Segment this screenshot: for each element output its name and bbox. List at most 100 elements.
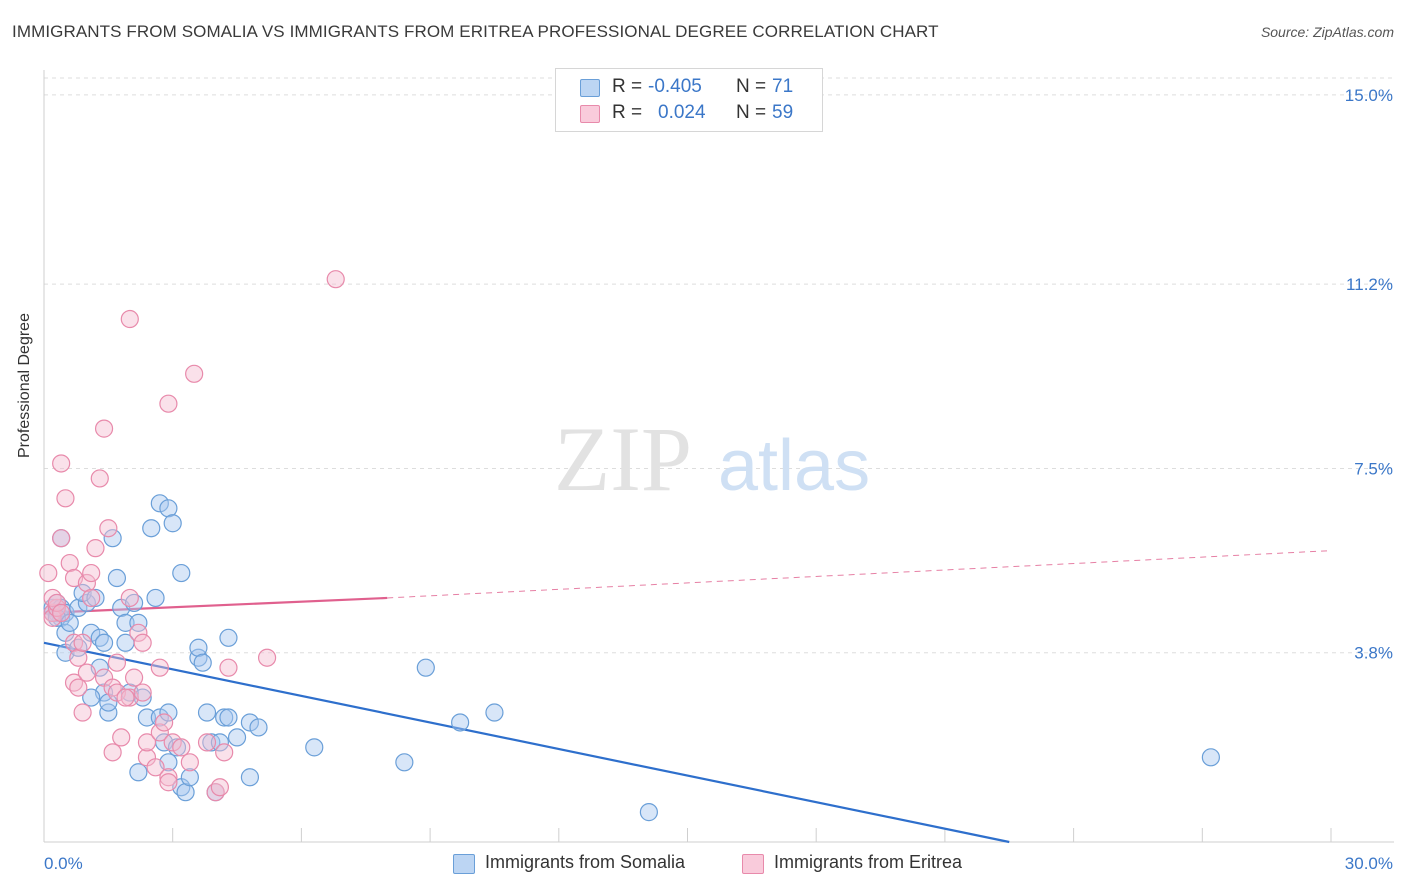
eritrea-point xyxy=(77,663,97,682)
somalia-r-label: R = xyxy=(612,76,643,97)
somalia-point xyxy=(197,703,217,722)
eritrea-point xyxy=(159,768,178,787)
eritrea-trend-extension xyxy=(387,550,1332,599)
legend-label-eritrea: Immigrants from Eritrea xyxy=(774,852,963,872)
eritrea-point xyxy=(159,394,178,413)
somalia-r-value: -0.405 xyxy=(648,76,702,97)
eritrea-point xyxy=(180,753,199,772)
eritrea-point xyxy=(73,633,92,652)
chart-legend: Immigrants from Somalia Immigrants from … xyxy=(0,852,1406,878)
somalia-point xyxy=(142,519,161,538)
eritrea-point xyxy=(99,519,118,538)
somalia-point xyxy=(227,728,247,747)
somalia-point xyxy=(219,628,238,647)
eritrea-point xyxy=(103,743,122,762)
somalia-point xyxy=(94,633,114,652)
eritrea-point xyxy=(129,623,148,642)
somalia-point xyxy=(163,514,182,533)
eritrea-point xyxy=(107,653,127,672)
y-tick-label: 11.2% xyxy=(1346,275,1393,294)
eritrea-point xyxy=(146,758,165,777)
eritrea-trend-line xyxy=(43,596,388,614)
chart-title: IMMIGRANTS FROM SOMALIA VS IMMIGRANTS FR… xyxy=(12,22,939,41)
somalia-n-value: 71 xyxy=(772,76,794,97)
eritrea-swatch xyxy=(580,105,600,123)
eritrea-point xyxy=(326,270,345,289)
axes xyxy=(43,70,1394,843)
somalia-point xyxy=(219,708,238,727)
somalia-point xyxy=(86,588,105,608)
eritrea-point xyxy=(112,728,131,747)
eritrea-point xyxy=(133,683,152,702)
eritrea-point xyxy=(56,489,75,508)
somalia-point xyxy=(107,568,127,588)
somalia-trend-line xyxy=(43,641,1010,844)
somalia-point xyxy=(305,738,324,757)
eritrea-point xyxy=(197,733,217,752)
y-tick-label: 15.0% xyxy=(1345,86,1393,105)
somalia-point xyxy=(639,803,658,822)
eritrea-point xyxy=(82,563,101,583)
eritrea-point xyxy=(257,648,277,667)
somalia-point xyxy=(103,529,122,548)
eritrea-point xyxy=(52,529,71,548)
tick-labels: 3.8% 7.5% 11.2% 15.0% 0.0% 30.0% xyxy=(44,86,1393,873)
watermark: ZIP atlas xyxy=(554,408,870,510)
somalia-point xyxy=(129,763,148,782)
eritrea-point xyxy=(69,678,88,697)
eritrea-point xyxy=(82,588,101,608)
somalia-point xyxy=(176,783,195,802)
x-tick-label: 0.0% xyxy=(44,854,83,873)
gridlines xyxy=(44,77,1394,654)
eritrea-point xyxy=(163,733,182,752)
eritrea-point xyxy=(52,603,71,622)
y-tick-label: 3.8% xyxy=(1354,644,1393,663)
eritrea-point xyxy=(52,454,71,473)
somalia-point xyxy=(159,703,178,722)
somalia-point xyxy=(215,708,234,727)
legend-swatch-somalia xyxy=(453,854,475,874)
somalia-point xyxy=(99,703,118,722)
somalia-point xyxy=(485,703,504,722)
eritrea-point xyxy=(39,563,58,583)
somalia-point xyxy=(210,733,229,752)
y-tick-label: 7.5% xyxy=(1354,459,1393,478)
somalia-point xyxy=(159,499,178,518)
eritrea-n-label: N = xyxy=(736,102,767,123)
legend-swatch-eritrea xyxy=(742,854,764,874)
somalia-point xyxy=(189,638,208,657)
eritrea-point xyxy=(77,573,97,593)
somalia-point xyxy=(69,598,88,618)
somalia-point xyxy=(172,563,191,583)
eritrea-point xyxy=(94,419,114,438)
eritrea-point xyxy=(137,733,157,752)
eritrea-point xyxy=(124,668,144,687)
x-tick-label: 30.0% xyxy=(1345,854,1393,873)
eritrea-point xyxy=(172,738,191,757)
somalia-point xyxy=(82,688,101,707)
somalia-point xyxy=(240,713,260,732)
eritrea-point xyxy=(210,778,229,797)
somalia-point xyxy=(150,494,169,513)
somalia-n-label: N = xyxy=(736,76,767,97)
eritrea-point xyxy=(90,469,109,488)
eritrea-point xyxy=(69,648,88,667)
eritrea-n-value: 59 xyxy=(772,102,794,123)
stats-legend-box: R = -0.405 N = 71 R = 0.024 N = 59 xyxy=(555,68,823,132)
eritrea-point xyxy=(120,309,139,329)
data-points xyxy=(39,270,1220,822)
somalia-point xyxy=(129,613,148,632)
somalia-point xyxy=(146,588,165,608)
somalia-point xyxy=(137,708,157,727)
eritrea-point xyxy=(73,703,92,722)
eritrea-point xyxy=(150,658,169,677)
somalia-point xyxy=(193,653,212,672)
source-credit: Source: ZipAtlas.com xyxy=(1260,24,1394,40)
eritrea-point xyxy=(215,743,234,762)
eritrea-point xyxy=(219,658,238,677)
eritrea-point xyxy=(150,723,169,742)
somalia-point xyxy=(416,658,435,677)
somalia-point xyxy=(180,768,199,787)
watermark-atlas: atlas xyxy=(718,426,870,506)
